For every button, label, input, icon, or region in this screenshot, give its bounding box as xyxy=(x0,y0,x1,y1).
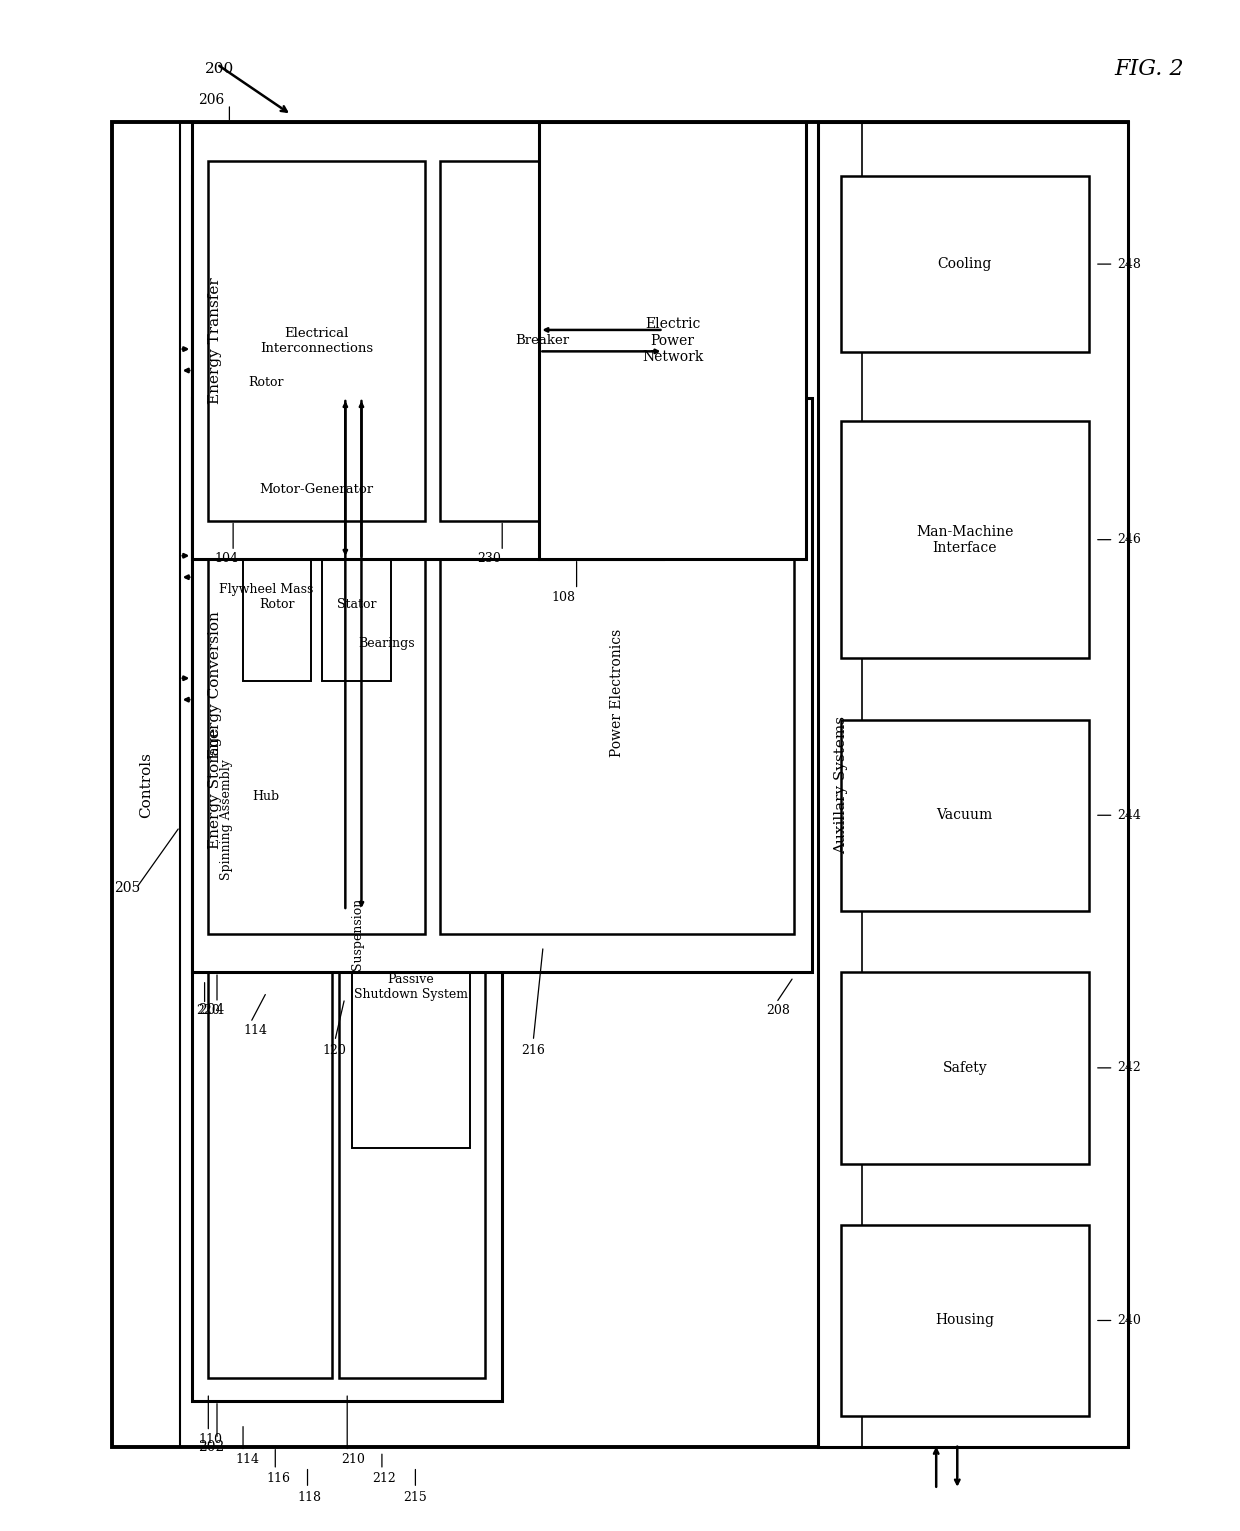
Bar xyxy=(226,306,306,459)
Text: Stator: Stator xyxy=(337,599,376,611)
Text: 248: 248 xyxy=(1117,257,1141,271)
Bar xyxy=(841,421,1089,658)
Text: Man-Machine
Interface: Man-Machine Interface xyxy=(916,525,1013,554)
Text: Rotor: Rotor xyxy=(259,599,295,611)
Bar xyxy=(208,161,425,521)
Text: 212: 212 xyxy=(372,1473,396,1485)
Text: Suspension: Suspension xyxy=(351,897,363,971)
Text: 206: 206 xyxy=(198,92,224,107)
Text: Electrical
Interconnections: Electrical Interconnections xyxy=(260,326,373,355)
Text: Energy Storage: Energy Storage xyxy=(207,727,222,850)
Text: Energy Conversion: Energy Conversion xyxy=(207,611,222,759)
Text: 208: 208 xyxy=(766,1004,790,1017)
Text: 244: 244 xyxy=(1117,808,1141,822)
Text: 220: 220 xyxy=(196,1004,219,1017)
Text: 215: 215 xyxy=(403,1491,427,1503)
Text: 200: 200 xyxy=(205,61,234,77)
Text: 120: 120 xyxy=(322,1044,346,1056)
Text: Power Electronics: Power Electronics xyxy=(610,629,624,756)
Text: 216: 216 xyxy=(521,1044,544,1056)
Bar xyxy=(339,490,485,1378)
Bar xyxy=(539,122,806,559)
Text: 210: 210 xyxy=(341,1453,365,1465)
Text: Flywheel Mass: Flywheel Mass xyxy=(218,583,314,596)
Text: Cooling: Cooling xyxy=(937,257,992,271)
Text: 242: 242 xyxy=(1117,1061,1141,1075)
Bar xyxy=(841,1225,1089,1416)
Bar xyxy=(841,972,1089,1164)
Bar xyxy=(192,176,502,1401)
Text: Vacuum: Vacuum xyxy=(936,808,993,822)
Bar xyxy=(440,161,645,521)
Bar xyxy=(192,122,663,559)
Bar xyxy=(192,398,812,972)
Text: 202: 202 xyxy=(198,1439,224,1454)
Text: Bearings: Bearings xyxy=(358,637,414,649)
Text: 240: 240 xyxy=(1117,1314,1141,1327)
Text: 230: 230 xyxy=(477,553,501,565)
Text: Energy Transfer: Energy Transfer xyxy=(207,277,222,404)
Bar xyxy=(440,452,794,934)
Bar xyxy=(352,566,420,720)
Bar xyxy=(243,528,311,681)
Text: Rotor: Rotor xyxy=(248,377,284,389)
Text: Auxillary Systems: Auxillary Systems xyxy=(833,715,848,854)
Text: FIG. 2: FIG. 2 xyxy=(1115,58,1184,80)
Text: Hub: Hub xyxy=(253,790,279,802)
Text: 116: 116 xyxy=(267,1473,290,1485)
Bar xyxy=(208,452,425,934)
Text: Passive
Shutdown System: Passive Shutdown System xyxy=(355,974,467,1001)
Text: 114: 114 xyxy=(236,1453,259,1465)
Text: 114: 114 xyxy=(243,1024,267,1036)
Bar xyxy=(841,720,1089,911)
Bar xyxy=(208,260,332,1378)
Bar xyxy=(226,513,306,666)
Text: Motor-Generator: Motor-Generator xyxy=(259,484,374,496)
Text: Housing: Housing xyxy=(935,1314,994,1327)
Text: 108: 108 xyxy=(552,591,575,603)
Bar xyxy=(818,122,1128,1447)
Bar xyxy=(841,176,1089,352)
Text: Controls: Controls xyxy=(139,752,154,818)
Text: 118: 118 xyxy=(298,1491,321,1503)
Bar xyxy=(112,122,1128,1447)
Text: 204: 204 xyxy=(198,1003,224,1018)
Text: 110: 110 xyxy=(198,1433,222,1445)
Bar xyxy=(352,827,470,1148)
Bar xyxy=(226,720,306,873)
Text: Safety: Safety xyxy=(942,1061,987,1075)
Bar xyxy=(322,528,391,681)
Text: 205: 205 xyxy=(114,880,140,896)
Text: Electric
Power
Network: Electric Power Network xyxy=(642,317,703,364)
Text: 246: 246 xyxy=(1117,533,1141,547)
Text: Spinning Assembly: Spinning Assembly xyxy=(221,759,233,879)
Text: Breaker: Breaker xyxy=(516,334,569,348)
Text: 104: 104 xyxy=(215,553,238,565)
